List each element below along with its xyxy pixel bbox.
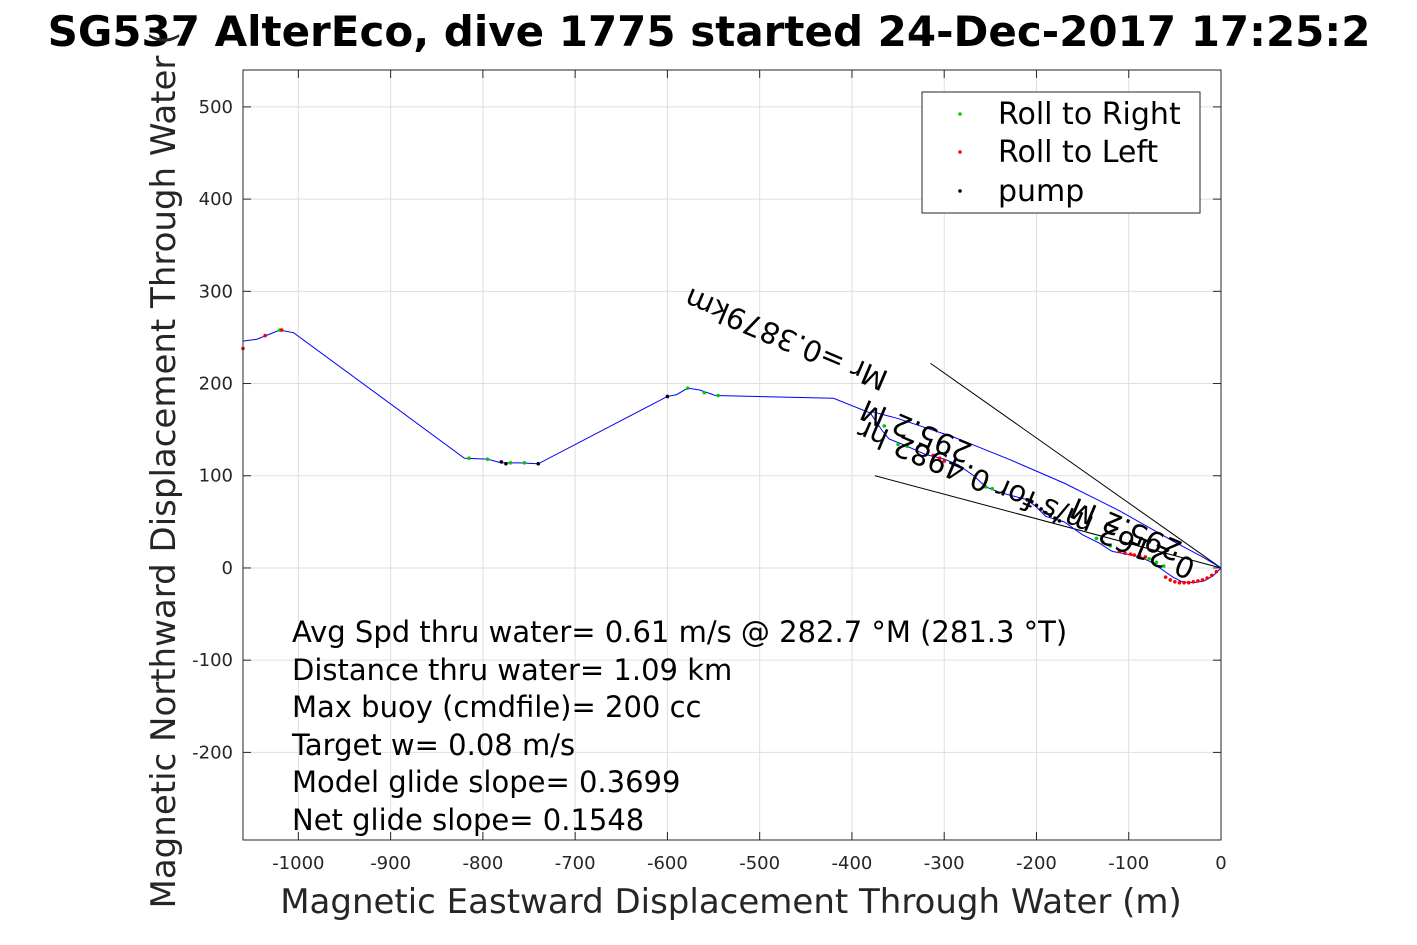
- roll-right-point: [1094, 536, 1099, 541]
- annotation-block: Avg Spd thru water= 0.61 m/s @ 282.7 °M …: [291, 615, 1067, 837]
- y-tick-label: 0: [222, 558, 233, 579]
- x-tick-label: -500: [739, 853, 780, 874]
- roll-right-point: [983, 485, 988, 489]
- pump-point: [665, 394, 670, 399]
- x-tick-label: -1000: [272, 853, 324, 874]
- roll-left-point: [1196, 579, 1200, 583]
- y-tick-label: 200: [199, 374, 233, 395]
- roll-left-point: [1168, 578, 1173, 582]
- y-tick-label: 300: [199, 281, 233, 302]
- roll-right-point: [1154, 560, 1159, 565]
- roll-right-point: [882, 424, 887, 428]
- roll-left-point: [937, 456, 942, 461]
- roll-right-point: [522, 461, 527, 465]
- pump-point: [1043, 510, 1048, 515]
- pump-point: [504, 461, 508, 466]
- legend-label-roll-left: Roll to Left: [998, 135, 1158, 170]
- chart-title: SG537 AlterEco, dive 1775 started 24-Dec…: [48, 7, 1371, 56]
- roll-right-point: [896, 442, 900, 447]
- glider-track-line-2: [870, 410, 1222, 569]
- pump-point: [1039, 507, 1043, 511]
- roll-right-point: [990, 486, 994, 491]
- x-tick-label: 0: [1215, 853, 1226, 874]
- y-tick-label: -200: [192, 742, 233, 763]
- x-tick-label: -600: [647, 853, 688, 874]
- x-tick-label: -900: [370, 853, 411, 874]
- roll-left-point: [1186, 580, 1191, 585]
- legend-marker-pump: [958, 189, 962, 193]
- roll-left-point: [1191, 579, 1196, 584]
- pump-point: [499, 460, 504, 464]
- series-layer: [241, 328, 1222, 585]
- annotation-avg-speed: Avg Spd thru water= 0.61 m/s @ 282.7 °M …: [292, 615, 1067, 649]
- pump-point: [1053, 516, 1057, 520]
- roll-left-point: [1214, 569, 1219, 574]
- roll-right-point: [1108, 544, 1113, 548]
- roll-left-point: [1177, 580, 1182, 585]
- pump-point: [1034, 503, 1039, 508]
- legend-label-pump: pump: [998, 174, 1084, 209]
- roll-left-point: [1209, 573, 1214, 578]
- roll-right-point: [1161, 564, 1166, 568]
- y-axis-label: Magnetic Northward Displacement Through …: [144, 32, 184, 909]
- roll-left-point: [1117, 549, 1122, 554]
- x-axis-label: Magnetic Eastward Displacement Through W…: [280, 882, 1182, 922]
- tick-layer: -1000 -900 -800 -700 -600 -500 -400 -300 -200 -10…: [192, 70, 1227, 874]
- pump-point: [1025, 497, 1030, 502]
- x-tick-label: -700: [555, 853, 596, 874]
- annotation-distance: Distance thru water= 1.09 km: [292, 653, 732, 687]
- legend-marker-roll-left: [958, 150, 962, 154]
- roll-left-point: [1182, 580, 1186, 585]
- annotation-model-glide: Model glide slope= 0.3699: [292, 765, 680, 799]
- axes-frame: [242, 69, 1222, 841]
- roll-right-point: [467, 456, 471, 461]
- x-tick-label: -300: [924, 853, 965, 874]
- roll-right-point: [508, 461, 513, 465]
- roll-left-point: [279, 328, 284, 332]
- roll-left-point: [1173, 579, 1177, 584]
- y-tick-label: -100: [192, 650, 233, 671]
- y-tick-label: 500: [199, 97, 233, 118]
- roll-right-point: [485, 457, 490, 461]
- legend: Roll to Right Roll to Left pump: [921, 91, 1201, 214]
- x-tick-label: -200: [1016, 853, 1057, 874]
- roll-right-point: [1101, 540, 1105, 544]
- roll-left-point: [1123, 551, 1127, 556]
- roll-right-point: [702, 390, 707, 395]
- x-tick-label: -100: [1108, 853, 1149, 874]
- legend-marker-roll-right: [958, 112, 962, 116]
- roll-left-point: [1143, 555, 1148, 559]
- annotation-max-buoy: Max buoy (cmdfile)= 200 cc: [292, 690, 701, 724]
- x-tick-label: -400: [832, 853, 873, 874]
- roll-right-point: [905, 444, 910, 449]
- roll-left-point: [1200, 578, 1205, 582]
- roll-right-point: [685, 386, 690, 390]
- legend-box: [921, 91, 1201, 214]
- y-tick-label: 400: [199, 189, 233, 210]
- roll-left-point: [1132, 553, 1137, 557]
- pump-point: [1030, 499, 1034, 504]
- annotation-target-w: Target w= 0.08 m/s: [291, 728, 575, 762]
- heading-line: [930, 362, 1222, 569]
- legend-label-roll-right: Roll to Right: [998, 97, 1181, 132]
- roll-left-point: [1205, 576, 1209, 580]
- roll-left-point: [1138, 554, 1142, 558]
- roll-right-point: [716, 393, 720, 398]
- roll-left-point: [1128, 552, 1133, 556]
- roll-left-point: [263, 333, 267, 338]
- annotation-net-glide: Net glide slope= 0.1548: [292, 803, 644, 837]
- pump-point: [1048, 513, 1053, 518]
- y-tick-label: 100: [199, 466, 233, 487]
- pump-point: [1057, 519, 1062, 523]
- roll-right-point: [1147, 556, 1151, 561]
- roll-left-point: [931, 453, 935, 458]
- pump-point: [536, 461, 541, 466]
- heading-line: [874, 475, 1222, 569]
- roll-left-point: [942, 459, 947, 463]
- x-tick-label: -800: [462, 853, 503, 874]
- roll-left-point: [1163, 575, 1168, 579]
